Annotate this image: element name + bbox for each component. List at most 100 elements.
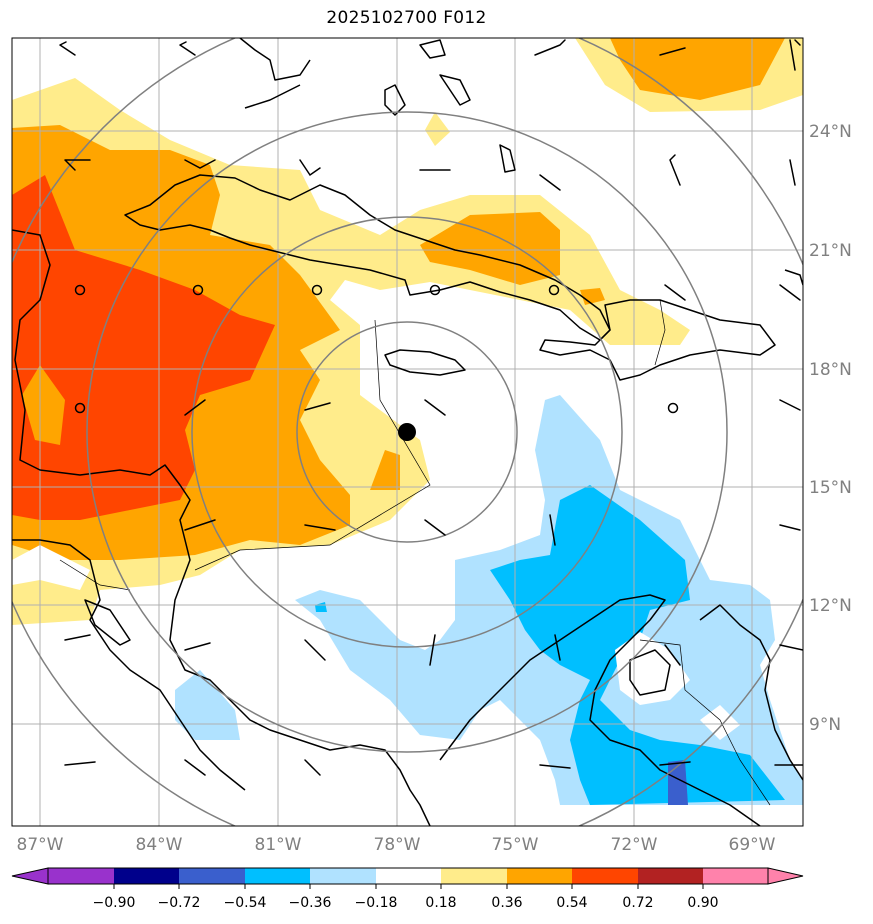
coast-bahamas-3 — [419, 39, 446, 59]
coast-lake-maracaibo — [629, 649, 671, 696]
calm-wind-markers — [74, 284, 679, 414]
range-ring-3 — [86, 111, 728, 753]
shading-layer — [12, 38, 803, 826]
lat-axis-labels: 24°N 21°N 18°N 15°N 12°N 9°N — [809, 122, 852, 735]
colorbar-label: 0.54 — [556, 895, 587, 911]
wind-barb — [64, 761, 96, 766]
calm-circle — [311, 284, 323, 296]
calm-circle — [667, 402, 679, 414]
wind-barbs — [59, 39, 803, 776]
wind-barb — [59, 41, 76, 56]
wind-barb — [779, 644, 803, 651]
map-frame — [11, 37, 804, 827]
coast-pr — [784, 269, 803, 286]
colorbar-frame — [47, 867, 769, 885]
lon-axis-labels: 87°W 84°W 81°W 78°W 75°W 72°W 69°W — [17, 835, 776, 855]
wind-barb — [184, 642, 211, 651]
wind-barb — [534, 39, 566, 56]
coast-florida — [239, 38, 311, 81]
wind-barb — [549, 514, 556, 546]
colorbar-label: −0.90 — [93, 895, 136, 911]
wind-barb — [664, 284, 686, 301]
colorbar-bin — [179, 868, 245, 884]
colorbar-bin — [245, 868, 310, 884]
colorbar-label: −0.72 — [158, 895, 201, 911]
wind-barb — [554, 634, 561, 661]
wind-barb — [669, 154, 681, 186]
lon-label: 75°W — [492, 835, 539, 855]
calm-circle — [192, 284, 204, 296]
coast-bahamas-4 — [499, 144, 516, 173]
wind-barb — [659, 47, 686, 56]
storm-center-marker[interactable] — [398, 423, 416, 441]
coastlines — [12, 38, 803, 826]
wind-barb — [424, 519, 446, 536]
coast-yucatan — [12, 229, 431, 826]
lon-label: 84°W — [136, 835, 183, 855]
wind-barb — [184, 519, 216, 531]
lat-label: 21°N — [809, 241, 852, 261]
lat-label: 15°N — [809, 478, 852, 498]
colorbar-label: 0.72 — [622, 895, 653, 911]
colorbar-label: −0.36 — [289, 895, 332, 911]
borders — [59, 299, 771, 806]
wind-barb — [789, 39, 801, 71]
positive-shade-inner — [22, 365, 65, 445]
colorbar-label: 0.36 — [491, 895, 522, 911]
coast-lake-nicaragua — [84, 599, 131, 646]
lat-label: 9°N — [809, 715, 841, 735]
coast-bahamas-2 — [439, 74, 471, 106]
wind-barb — [184, 399, 206, 416]
calm-circle — [429, 284, 441, 296]
coast-venezuela — [699, 604, 803, 781]
coast-jamaica — [384, 349, 466, 376]
colorbar-extend-min — [11, 867, 49, 885]
wind-barb — [779, 524, 801, 531]
coast-honduras — [12, 539, 246, 791]
calm-circle — [74, 284, 86, 296]
wind-barb — [299, 159, 321, 177]
positive-shade-medium-ne — [610, 38, 785, 100]
lat-label: 24°N — [809, 122, 852, 142]
wind-barb — [424, 399, 446, 416]
lon-label: 72°W — [611, 835, 658, 855]
wind-barb — [184, 159, 216, 169]
wind-barb — [539, 174, 561, 191]
neutral-patch-3 — [12, 545, 90, 590]
positive-shade-medium-south — [370, 450, 400, 490]
colorbar-bin — [638, 868, 703, 884]
coast-keys — [244, 84, 301, 109]
lon-label: 87°W — [17, 835, 64, 855]
border-colombia-venezuela — [639, 639, 771, 806]
colorbar-label: −0.18 — [355, 895, 398, 911]
colorbar-bin — [114, 868, 179, 884]
wind-barb — [539, 764, 571, 769]
colorbar-bin — [703, 868, 768, 884]
lon-label: 78°W — [374, 835, 421, 855]
calm-circle — [74, 402, 86, 414]
wind-barb — [304, 524, 336, 531]
border-honduras-nicaragua — [59, 559, 131, 591]
range-ring-1 — [296, 321, 518, 543]
border-ocean-boundary — [194, 319, 431, 571]
positive-shade-strong — [12, 175, 275, 520]
coast-colombia — [439, 594, 761, 826]
neutral-patch-2 — [700, 705, 740, 740]
wind-barb — [304, 639, 326, 661]
border-haiti-dr — [654, 299, 666, 366]
negative-shade-strong — [668, 760, 688, 805]
wind-barb — [64, 634, 91, 641]
negative-shade-medium — [490, 485, 785, 805]
wind-barb — [304, 759, 321, 776]
colorbar-bin — [507, 868, 572, 884]
coast-bahamas-1 — [384, 84, 406, 116]
wind-barb — [179, 41, 196, 56]
lon-label: 81°W — [255, 835, 302, 855]
wind-barb — [184, 759, 206, 776]
colorbar-bin — [572, 868, 638, 884]
colorbar-extend-max — [767, 867, 804, 885]
positive-shade-medium-hisp — [580, 288, 605, 305]
negative-shade-light-west — [175, 670, 240, 740]
colorbar-bin — [441, 868, 507, 884]
colorbar: −0.90 −0.72 −0.54 −0.36 −0.18 0.18 0.36 … — [11, 867, 804, 911]
